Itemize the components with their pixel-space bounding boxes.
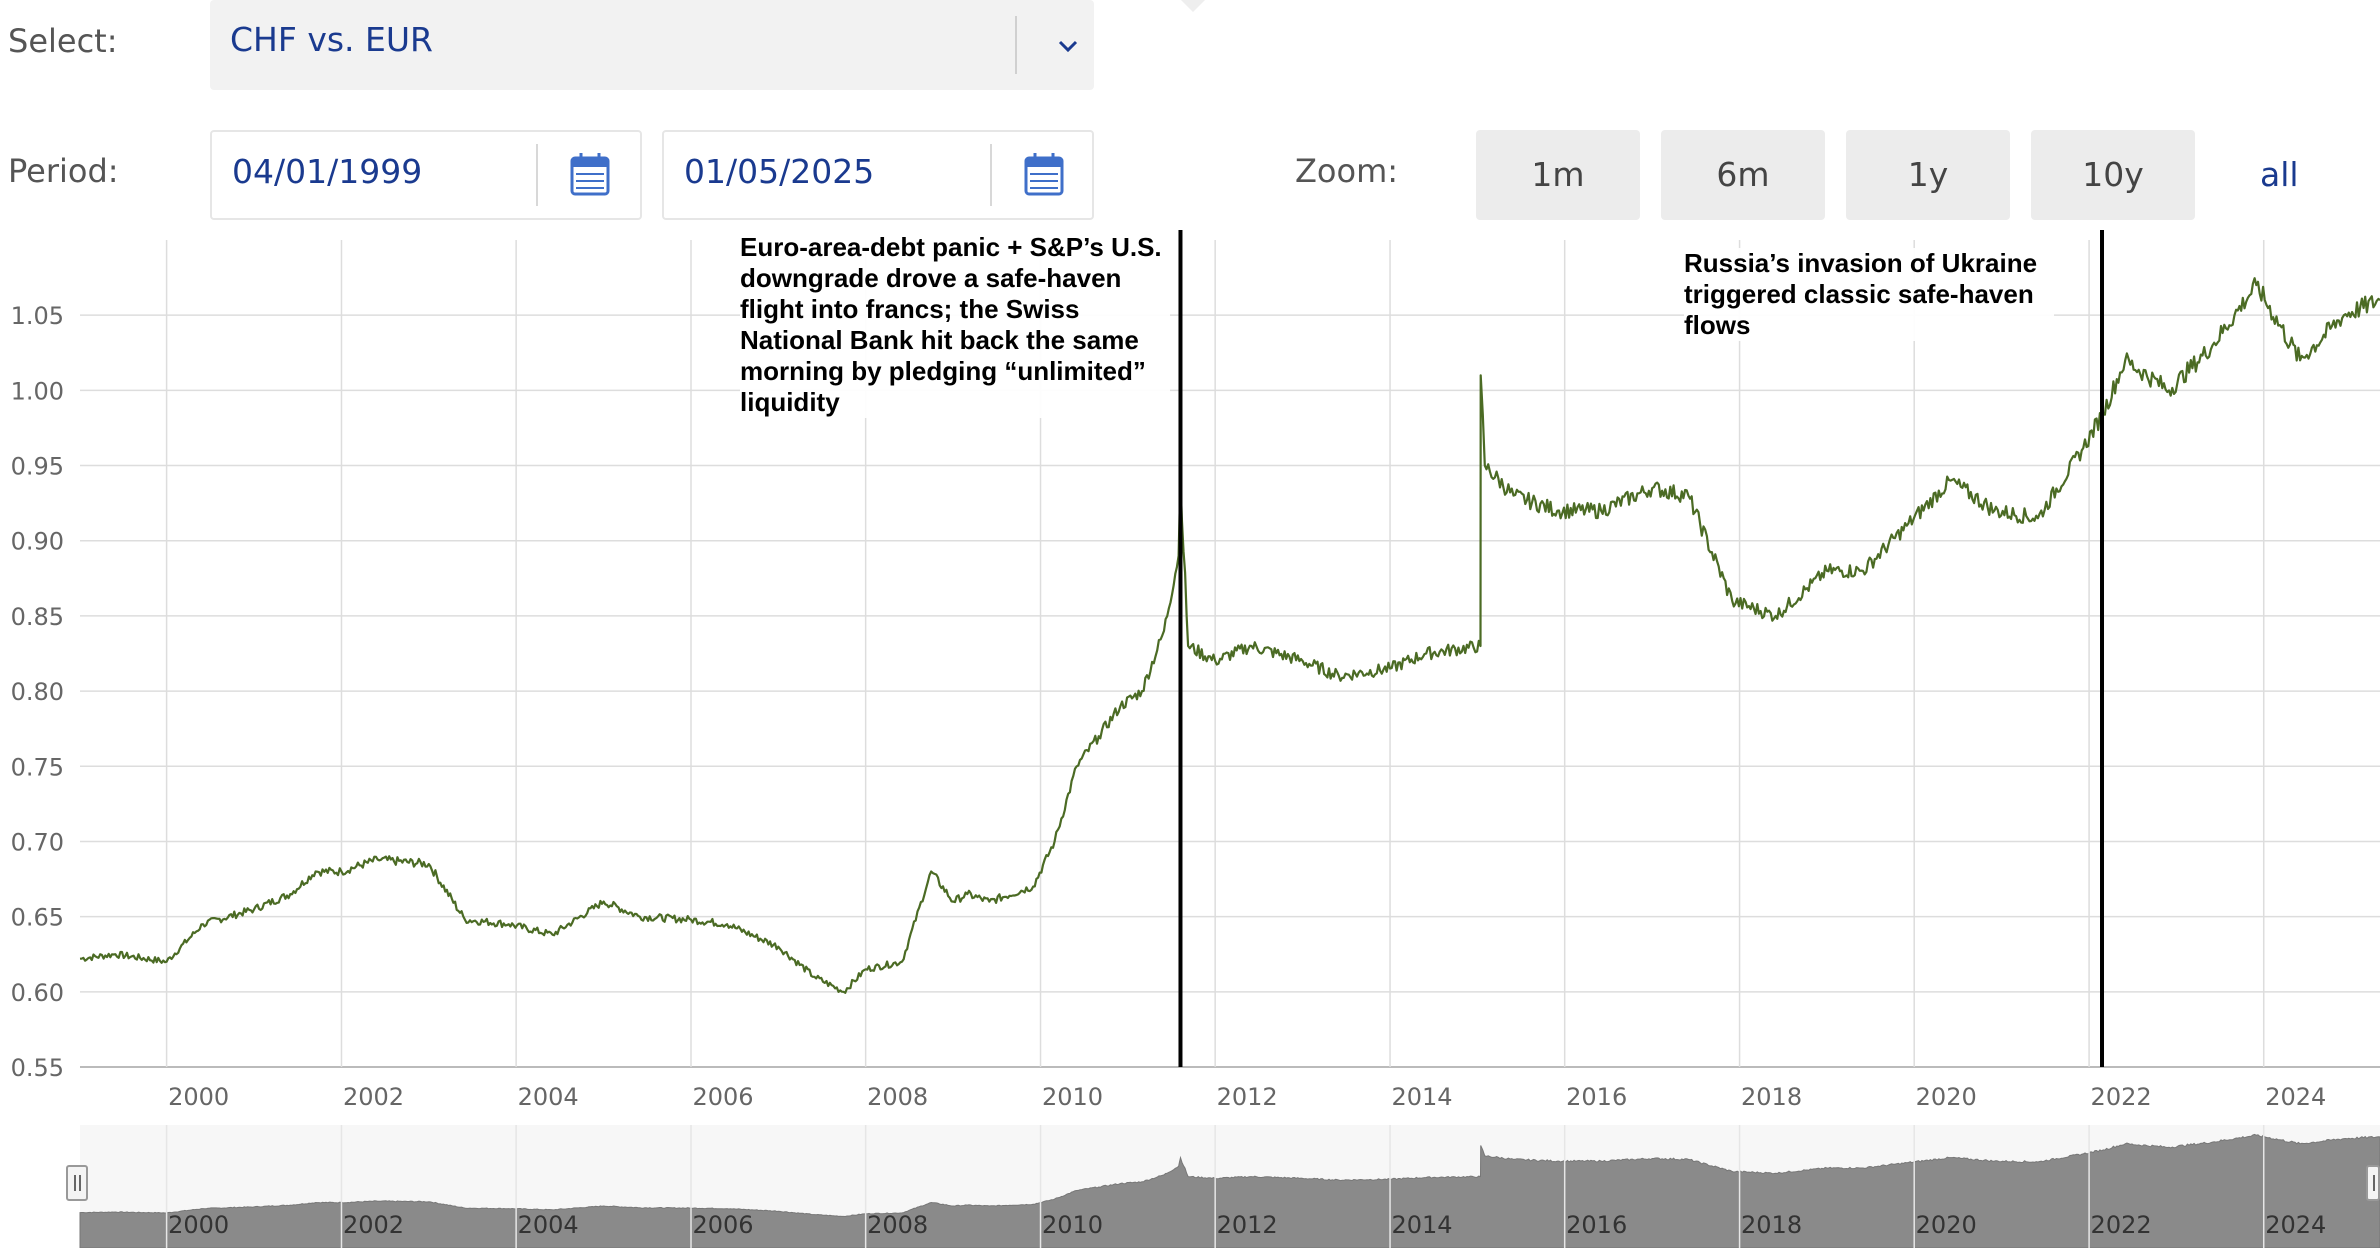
- end-date-value: 01/05/2025: [684, 152, 875, 191]
- x-tick-label: 2024: [2265, 1083, 2326, 1111]
- x-tick-label: 2022: [2091, 1083, 2152, 1111]
- zoom-label: Zoom:: [1295, 152, 1399, 190]
- x-tick-label: 2008: [867, 1083, 928, 1111]
- date-divider: [536, 144, 538, 206]
- navigator-tick-label: 2000: [168, 1211, 229, 1239]
- start-date-field[interactable]: 04/01/1999: [210, 130, 642, 220]
- navigator-tick-label: 2008: [867, 1211, 928, 1239]
- navigator-tick-label: 2020: [1916, 1211, 1977, 1239]
- select-label: Select:: [8, 22, 118, 60]
- navigator-tick-label: 2002: [343, 1211, 404, 1239]
- zoom-1m-button[interactable]: 1m: [1476, 130, 1640, 220]
- y-tick-label: 0.85: [11, 603, 64, 631]
- x-tick-label: 2020: [1916, 1083, 1977, 1111]
- series-line: [79, 277, 2380, 994]
- navigator-right-handle[interactable]: [2366, 1165, 2380, 1201]
- chevron-down-icon[interactable]: [1048, 26, 1088, 66]
- line-chart: 0.55 0.60 0.65 0.70 0.75 0.80 0.85 0.90 0.95 1.00…: [11, 230, 2380, 1111]
- navigator-tick-label: 2010: [1042, 1211, 1103, 1239]
- y-tick-label: 0.60: [11, 979, 64, 1007]
- calendar-icon[interactable]: [1024, 152, 1064, 196]
- x-tick-label: 2002: [343, 1083, 404, 1111]
- navigator[interactable]: 2000 2002 2004 2006 2008 2010 2012 2014 2016 2018…: [0, 1125, 2380, 1248]
- navigator-tick-label: 2014: [1392, 1211, 1453, 1239]
- navigator-tick-label: 2012: [1217, 1211, 1278, 1239]
- navigator-tick-label: 2004: [518, 1211, 579, 1239]
- navigator-tick-label: 2018: [1741, 1211, 1802, 1239]
- navigator-series-area: [79, 1133, 2380, 1248]
- navigator-tick-label: 2024: [2265, 1211, 2326, 1239]
- annotation-2022: Russia’s invasion of Ukraine triggered c…: [1684, 248, 2054, 341]
- y-tick-label: 0.90: [11, 528, 64, 556]
- x-tick-label: 2018: [1741, 1083, 1802, 1111]
- navigator-left-handle[interactable]: [66, 1165, 88, 1201]
- navigator-tick-label: 2016: [1566, 1211, 1627, 1239]
- y-tick-label: 1.05: [11, 302, 64, 330]
- zoom-all-button[interactable]: all: [2260, 155, 2299, 194]
- select-value: CHF vs. EUR: [230, 20, 433, 59]
- navigator-tick-label: 2006: [692, 1211, 753, 1239]
- annotation-2011: Euro-area-debt panic + S&P’s U.S. downgr…: [740, 232, 1170, 418]
- series-select[interactable]: CHF vs. EUR: [210, 0, 1094, 90]
- x-tick-label: 2004: [518, 1083, 579, 1111]
- y-tick-label: 0.65: [11, 904, 64, 932]
- x-tick-label: 2010: [1042, 1083, 1103, 1111]
- x-tick-label: 2016: [1566, 1083, 1627, 1111]
- x-tick-label: 2014: [1392, 1083, 1453, 1111]
- period-label: Period:: [8, 152, 119, 190]
- start-date-value: 04/01/1999: [232, 152, 423, 191]
- y-tick-label: 1.00: [11, 377, 64, 405]
- select-divider: [1015, 16, 1017, 74]
- y-tick-label: 0.95: [11, 453, 64, 481]
- x-tick-label: 2006: [692, 1083, 753, 1111]
- y-tick-label: 0.55: [11, 1054, 64, 1082]
- zoom-6m-button[interactable]: 6m: [1661, 130, 1825, 220]
- end-date-field[interactable]: 01/05/2025: [662, 130, 1094, 220]
- navigator-tick-label: 2022: [2091, 1211, 2152, 1239]
- calendar-icon[interactable]: [570, 152, 610, 196]
- zoom-10y-button[interactable]: 10y: [2031, 130, 2195, 220]
- dropdown-caret: [1181, 0, 1205, 12]
- y-tick-label: 0.75: [11, 753, 64, 781]
- y-tick-label: 0.80: [11, 678, 64, 706]
- x-tick-label: 2012: [1217, 1083, 1278, 1111]
- date-divider: [990, 144, 992, 206]
- zoom-1y-button[interactable]: 1y: [1846, 130, 2010, 220]
- y-tick-label: 0.70: [11, 828, 64, 856]
- x-tick-label: 2000: [168, 1083, 229, 1111]
